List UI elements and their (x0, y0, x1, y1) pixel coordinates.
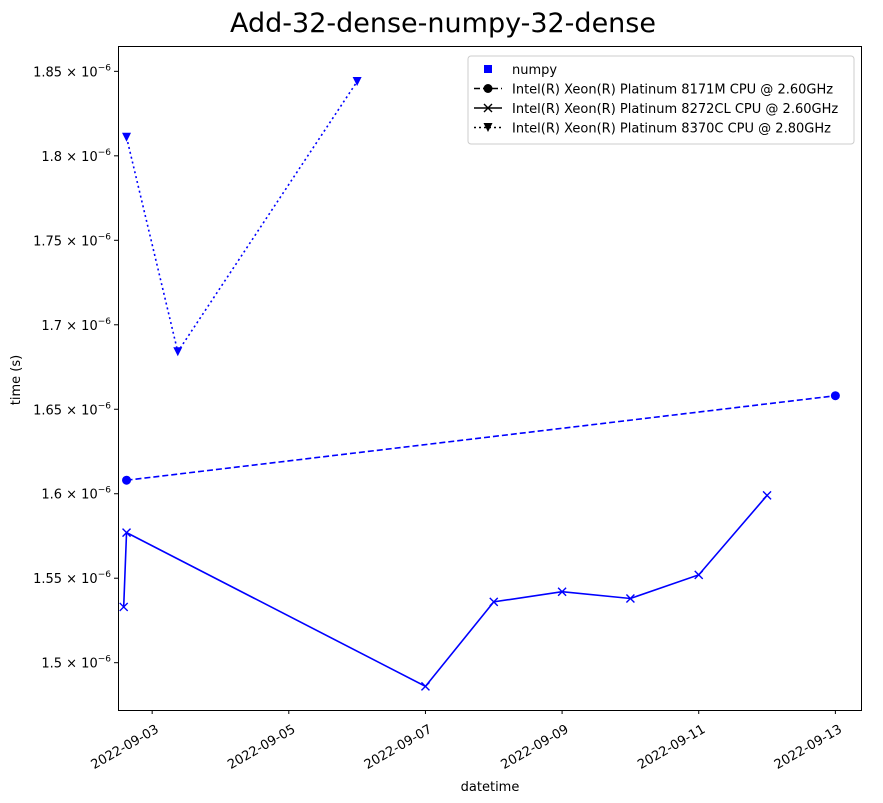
data-point (119, 602, 129, 612)
legend-marker (483, 84, 493, 93)
legend-marker (484, 65, 492, 73)
data-point (122, 528, 132, 538)
y-tick-label: 1.55 × 10−6 (33, 570, 111, 587)
y-tick-label: 1.6 × 10−6 (41, 486, 111, 503)
data-point (694, 570, 704, 580)
y-tick-label: 1.75 × 10−6 (33, 232, 111, 249)
legend-label: Intel(R) Xeon(R) Platinum 8370C CPU @ 2.… (512, 122, 831, 137)
legend-marker (483, 103, 493, 113)
series-line (122, 494, 768, 688)
data-point (830, 391, 840, 401)
series-line (126, 394, 836, 482)
data-point (352, 76, 362, 86)
legend-label: Intel(R) Xeon(R) Platinum 8171M CPU @ 2.… (512, 83, 833, 98)
plot-area (119, 76, 840, 691)
data-point (762, 490, 772, 500)
legend-label: Intel(R) Xeon(R) Platinum 8272CL CPU @ 2… (512, 102, 838, 117)
data-point (122, 475, 132, 485)
data-point (625, 593, 635, 603)
y-axis-label: time (s) (9, 355, 24, 405)
y-tick-label: 1.85 × 10−6 (33, 63, 111, 80)
y-tick-label: 1.5 × 10−6 (41, 655, 111, 672)
chart-title: Add-32-dense-numpy-32-dense (230, 8, 656, 39)
data-point (557, 587, 567, 597)
data-point (420, 681, 430, 691)
y-tick-label: 1.8 × 10−6 (41, 148, 111, 165)
x-axis-label: datetime (461, 780, 520, 795)
series-1 (119, 490, 772, 691)
y-axis: 1.5 × 10−6 1.55 × 10−6 1.6 × 10−6 1.65 × 10… (33, 63, 118, 672)
data-point (122, 132, 132, 142)
legend-item: Intel(R) Xeon(R) Platinum 8370C CPU @ 2.… (474, 122, 831, 137)
legend-label: numpy (512, 63, 557, 78)
legend-item: Intel(R) Xeon(R) Platinum 8272CL CPU @ 2… (474, 102, 838, 117)
legend-item: Intel(R) Xeon(R) Platinum 8171M CPU @ 2.… (474, 83, 833, 98)
legend-item: numpy (484, 63, 557, 78)
legend-marker (483, 123, 493, 132)
data-point (173, 347, 183, 357)
data-point (489, 597, 499, 607)
series-0 (122, 391, 840, 485)
y-tick-label: 1.7 × 10−6 (41, 317, 111, 334)
series-2 (122, 76, 362, 357)
y-tick-label: 1.65 × 10−6 (33, 401, 111, 418)
legend-box (467, 55, 855, 145)
plot-frame (118, 46, 862, 711)
legend: numpy Intel(R) Xeon(R) Platinum 8171M CPU… (467, 55, 855, 145)
